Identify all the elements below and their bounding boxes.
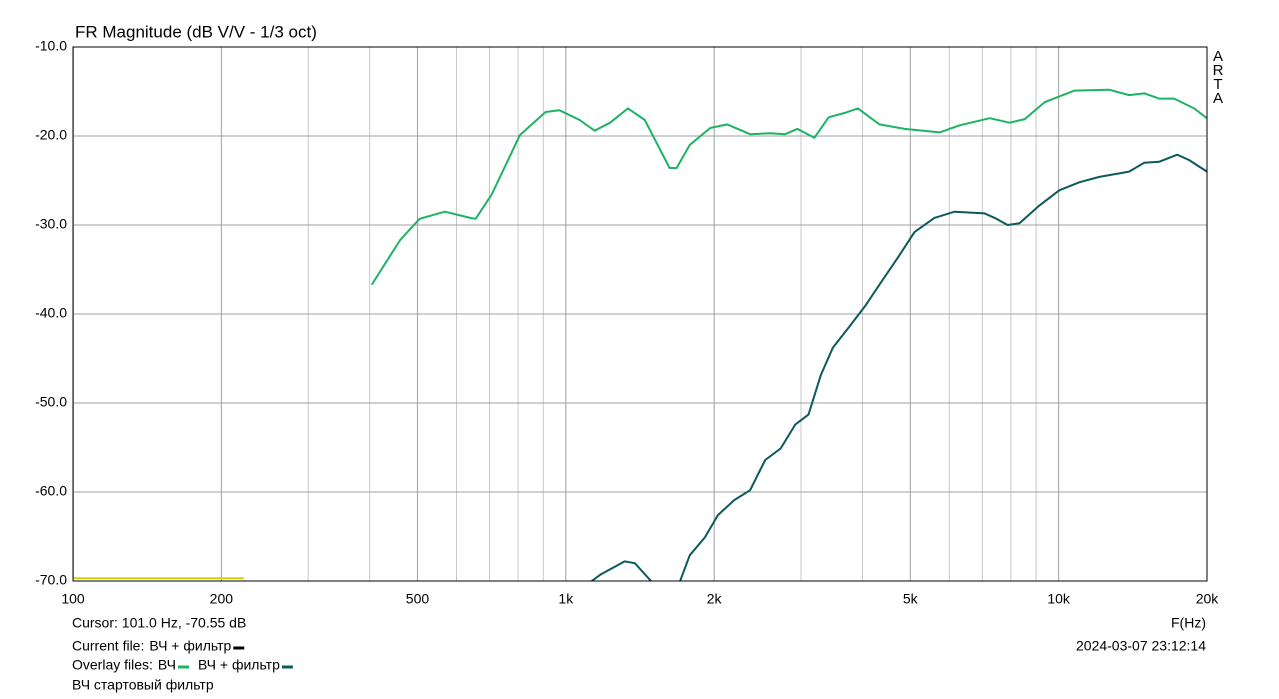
x-tick-label: 1k <box>558 591 574 607</box>
x-tick-label: 100 <box>61 591 85 607</box>
legend-label: ВЧ <box>158 657 176 673</box>
series-line <box>73 47 244 580</box>
watermark: ARTA <box>1210 48 1227 104</box>
legend-label: ВЧ + фильтр <box>149 638 231 654</box>
x-tick-label: 5k <box>903 591 919 607</box>
y-tick-label: -20.0 <box>35 127 67 143</box>
y-tick-label: -10.0 <box>35 38 67 54</box>
y-tick-label: -50.0 <box>35 394 67 410</box>
cursor-readout: Cursor: 101.0 Hz, -70.55 dB <box>72 615 246 631</box>
current-file-label: Current file: <box>72 638 144 654</box>
plot-frame <box>72 46 1208 582</box>
x-tick-label: 20k <box>1196 591 1220 607</box>
x-tick-label: 10k <box>1047 591 1071 607</box>
legend-label: ВЧ стартовый фильтр <box>72 677 214 693</box>
y-tick-label: -70.0 <box>35 572 67 588</box>
y-tick-label: -40.0 <box>35 305 67 321</box>
timestamp: 2024-03-07 23:12:14 <box>1076 638 1206 654</box>
x-tick-label: 200 <box>210 591 234 607</box>
chart-title: FR Magnitude (dB V/V - 1/3 oct) <box>75 22 317 41</box>
x-tick-label: 2k <box>707 591 723 607</box>
series-line <box>590 153 1207 581</box>
x-axis-label: F(Hz) <box>1171 615 1206 631</box>
overlay-label: Overlay files: <box>72 657 153 673</box>
x-tick-label: 500 <box>406 591 430 607</box>
series-line <box>370 88 1207 286</box>
legend-label: ВЧ + фильтр <box>198 657 280 673</box>
y-tick-label: -60.0 <box>35 483 67 499</box>
y-tick-label: -30.0 <box>35 216 67 232</box>
